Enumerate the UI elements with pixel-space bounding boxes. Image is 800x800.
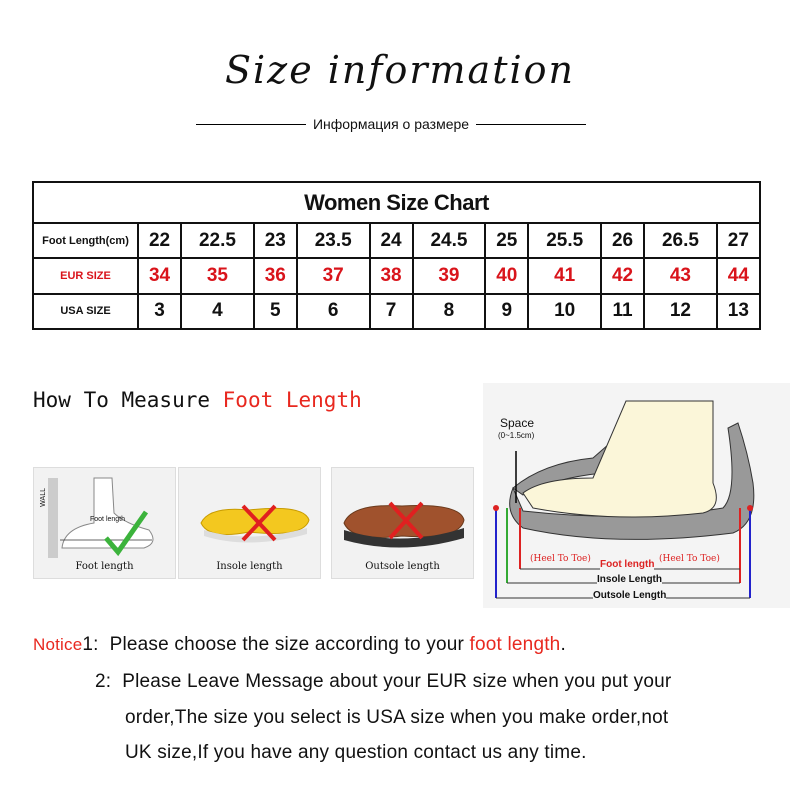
outsole-length-label: Outsole Length: [593, 590, 667, 601]
table-cell: 9: [484, 292, 530, 331]
table-cell: 23.5: [295, 222, 371, 260]
table-cell: 8: [411, 292, 487, 331]
table-row: EUR SIZE 34 35 36 37 38 39 40 41 42 43 44: [32, 257, 762, 295]
size-chart-title: Women Size Chart: [32, 180, 761, 225]
panel-outsole-length: Outsole length: [331, 467, 474, 579]
insole-length-label: Insole Length: [597, 574, 662, 585]
divider: [476, 123, 587, 125]
table-cell: 40: [484, 257, 530, 295]
table-cell: 42: [599, 257, 646, 295]
table-cell: 26.5: [643, 222, 718, 260]
space-range-label: (0~1.5cm): [498, 431, 535, 440]
table-cell: 4: [180, 292, 255, 331]
table-row: USA SIZE 3 4 5 6 7 8 9 10 11 12 13: [32, 292, 762, 331]
panel-foot-length: WALL Foot length Foot length: [33, 467, 176, 579]
notice-line-3: order,The size you select is USA size wh…: [125, 707, 669, 728]
table-cell: 22: [136, 222, 183, 260]
table-cell: 38: [368, 257, 414, 295]
table-cell: 26: [599, 222, 646, 260]
panel-caption: Foot length: [75, 561, 134, 572]
notice-label: Notice: [33, 635, 83, 654]
table-cell: 44: [715, 257, 762, 295]
foot-length-label: Foot length: [600, 559, 655, 570]
page-subtitle: Информация о размере: [196, 116, 587, 132]
measure-heading: How To Measure Foot Length: [33, 388, 362, 412]
table-cell: 36: [252, 257, 298, 295]
table-cell: 34: [136, 257, 183, 295]
table-cell: 43: [643, 257, 718, 295]
notice-line-1: Notice1: Please choose the size accordin…: [33, 634, 566, 656]
inner-label: Foot length: [90, 516, 126, 523]
space-label: Space: [500, 416, 535, 430]
notice-number: 2:: [95, 671, 112, 692]
table-cell: 12: [643, 292, 718, 331]
divider: [196, 123, 306, 125]
table-cell: 24.5: [411, 222, 487, 260]
table-cell: 10: [527, 292, 602, 331]
shoe-measurement-diagram: Space (0~1.5cm) (Heel To Toe) (Heel To T…: [483, 383, 790, 608]
table-cell: 3: [136, 292, 183, 331]
notice-text: .: [560, 634, 566, 655]
panel-caption: Outsole length: [365, 561, 440, 572]
panel-insole-length: Insole length: [178, 467, 321, 579]
wall-label: WALL: [40, 488, 47, 507]
cross-icon: [241, 504, 277, 542]
heel-to-toe-label: (Heel To Toe): [659, 554, 720, 564]
heading-prefix: How To Measure: [33, 388, 223, 412]
row-label: EUR SIZE: [32, 257, 139, 295]
table-cell: 25.5: [527, 222, 602, 260]
notice-number: 1:: [82, 634, 99, 655]
heel-to-toe-label: (Heel To Toe): [530, 554, 591, 564]
notice-line-2: 2: Please Leave Message about your EUR s…: [95, 671, 671, 693]
outsole-illustration: [343, 501, 465, 548]
table-cell: 11: [599, 292, 646, 331]
table-cell: 22.5: [180, 222, 255, 260]
notice-line-4: UK size,If you have any question contact…: [125, 742, 587, 763]
notice-text: Please choose the size according to your: [109, 634, 470, 655]
foot-against-wall-illustration: [48, 477, 154, 558]
table-cell: 6: [295, 292, 371, 331]
table-cell: 25: [484, 222, 530, 260]
table-cell: 41: [527, 257, 602, 295]
table-cell: 39: [411, 257, 487, 295]
check-icon: [104, 510, 149, 557]
subtitle-text: Информация о размере: [312, 116, 470, 132]
table-cell: 27: [715, 222, 762, 260]
notice-text: Please Leave Message about your EUR size…: [122, 671, 672, 692]
table-cell: 13: [715, 292, 762, 331]
insole-illustration: [200, 504, 310, 543]
table-cell: 37: [295, 257, 371, 295]
table-cell: 23: [252, 222, 298, 260]
table-cell: 7: [368, 292, 414, 331]
heading-highlight: Foot Length: [222, 388, 362, 412]
size-chart-table: Women Size Chart Foot Length(cm) 22 22.5 23…: [32, 180, 762, 331]
cross-icon: [388, 501, 424, 540]
row-label: USA SIZE: [32, 292, 139, 331]
notice-highlight: foot length: [469, 634, 561, 655]
table-cell: 5: [252, 292, 298, 331]
table-cell: 35: [180, 257, 255, 295]
row-label: Foot Length(cm): [32, 222, 139, 260]
page-title: Size information: [225, 48, 575, 92]
table-cell: 24: [368, 222, 414, 260]
panel-caption: Insole length: [216, 561, 283, 572]
table-row: Foot Length(cm) 22 22.5 23 23.5 24 24.5 25 25.5 2…: [32, 222, 762, 260]
